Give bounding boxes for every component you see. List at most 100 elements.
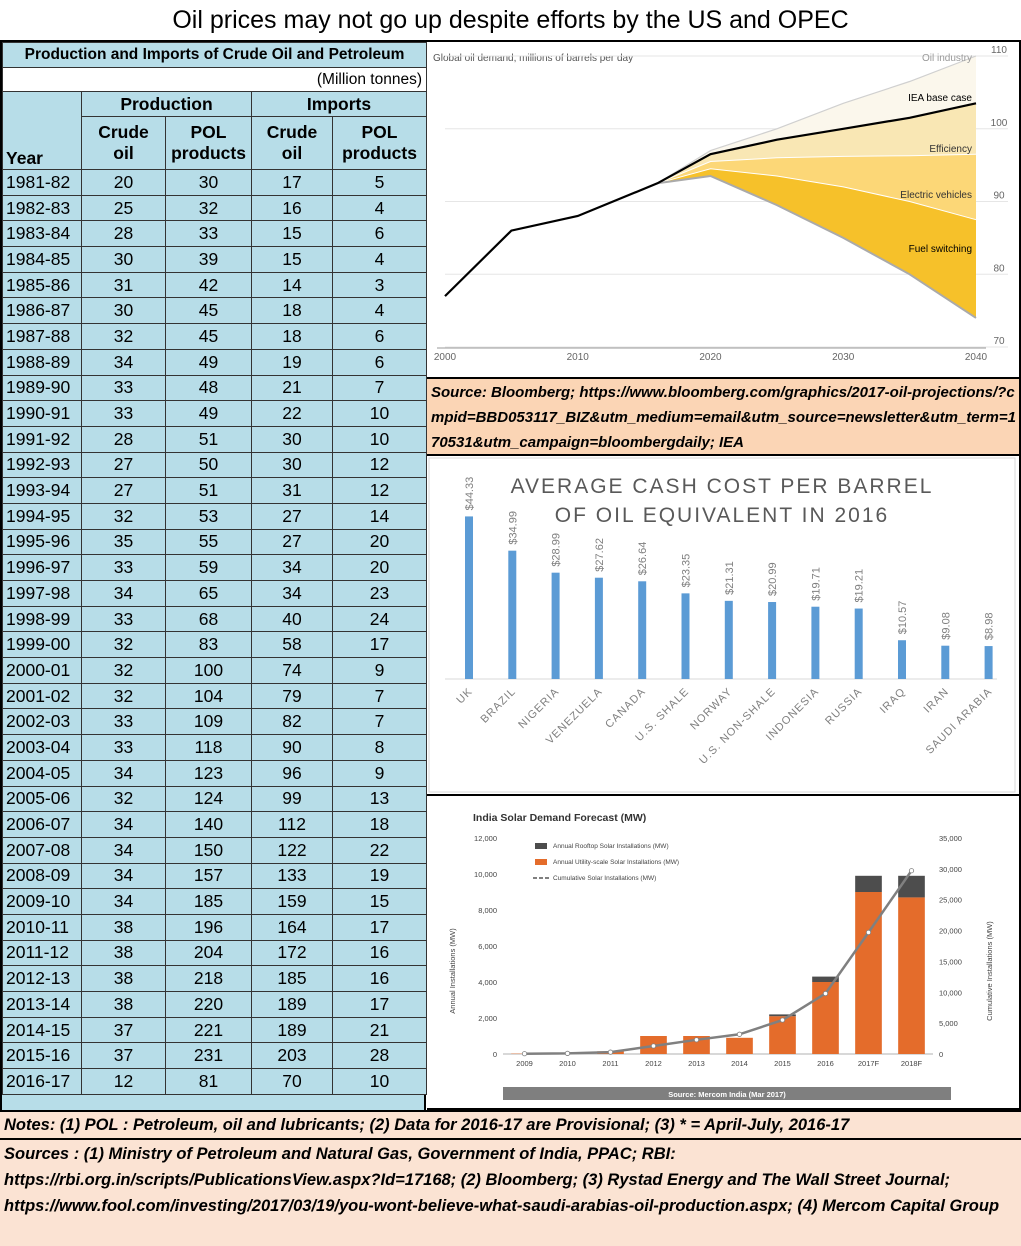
notes: Notes: (1) POL : Petroleum, oil and lubr… — [0, 1110, 1021, 1140]
oil-demand-x-tick: 2030 — [832, 352, 855, 363]
table-row: 1997-98 34 65 34 23 — [2, 580, 427, 607]
india-solar-right-tick: 30,000 — [939, 865, 962, 874]
cumulative-point — [822, 990, 829, 997]
imports-crude-cell: 90 — [251, 734, 333, 761]
cash-cost-bar — [465, 516, 473, 679]
imports-pol-cell: 17 — [332, 913, 427, 941]
imports-crude-cell: 34 — [251, 554, 333, 581]
production-crude-cell: 34 — [81, 836, 166, 864]
production-crude-cell: 37 — [81, 1016, 166, 1044]
cash-cost-value-label: $27.62 — [594, 538, 606, 572]
oil-demand-series-label: Fuel switching — [909, 244, 972, 255]
table-row: 2010-11 38 196 164 17 — [2, 913, 427, 941]
india-solar-legend-swatch — [535, 843, 547, 849]
year-cell: 1986-87 — [2, 297, 82, 325]
production-crude-cell: 32 — [81, 657, 166, 684]
table-row: 1992-93 27 50 30 12 — [2, 451, 427, 479]
year-cell: 1993-94 — [2, 477, 82, 504]
col-production-pol-header: POL products — [165, 116, 252, 170]
india-solar-chart: India Solar Demand Forecast (MW) 0 2,000 4… — [435, 806, 1011, 1106]
year-cell: 1988-89 — [2, 348, 82, 376]
year-cell: 2003-04 — [2, 734, 82, 761]
table-row: 2000-01 32 100 74 9 — [2, 657, 427, 684]
imports-crude-cell: 15 — [251, 220, 333, 248]
imports-crude-cell: 22 — [251, 400, 333, 427]
production-crude-cell: 34 — [81, 811, 166, 838]
india-solar-x-tick: 2017F — [858, 1059, 880, 1068]
india-solar-left-tick: 8,000 — [478, 906, 497, 915]
production-pol-cell: 42 — [165, 271, 252, 299]
imports-crude-cell: 203 — [251, 1042, 333, 1070]
year-cell: 2016-17 — [2, 1068, 82, 1095]
page-title: Oil prices may not go up despite efforts… — [0, 0, 1021, 42]
india-solar-x-tick: 2013 — [688, 1059, 705, 1068]
year-cell: 1989-90 — [2, 374, 82, 402]
cash-cost-chart-title-line1: AVERAGE CASH COST PER BARREL — [511, 475, 934, 498]
cash-cost-value-label: $9.08 — [940, 612, 952, 640]
cumulative-point — [693, 1037, 700, 1043]
india-solar-x-tick: 2009 — [516, 1059, 533, 1068]
year-cell: 1997-98 — [2, 580, 82, 607]
imports-pol-cell: 10 — [332, 1068, 427, 1095]
table-row: 1991-92 28 51 30 10 — [2, 425, 427, 453]
col-production-crude-header: Crude oil — [81, 116, 166, 170]
oil-industry-line — [657, 55, 977, 184]
cash-cost-value-label: $19.21 — [854, 569, 866, 603]
cash-cost-bar — [811, 606, 820, 679]
table-row: 1999-00 32 83 58 17 — [2, 631, 427, 659]
imports-crude-cell: 189 — [251, 991, 333, 1018]
year-cell: 2006-07 — [2, 811, 82, 838]
production-crude-cell: 38 — [81, 939, 166, 967]
production-pol-cell: 220 — [165, 991, 252, 1018]
imports-crude-cell: 15 — [251, 246, 333, 273]
imports-crude-cell: 70 — [251, 1068, 333, 1095]
production-pol-cell: 50 — [165, 451, 252, 479]
table-row: 1984-85 30 39 15 4 — [2, 246, 427, 273]
col-year-header: Year — [2, 91, 82, 170]
cash-cost-value-label: $10.57 — [897, 601, 909, 635]
table-row: 2009-10 34 185 159 15 — [2, 888, 427, 915]
imports-crude-cell: 40 — [251, 605, 333, 633]
oil-demand-chart-title: Global oil demand, millions of barrels p… — [433, 53, 633, 64]
imports-crude-cell: 172 — [251, 939, 333, 967]
year-cell: 2007-08 — [2, 836, 82, 864]
imports-crude-cell: 18 — [251, 297, 333, 325]
oil-table-panel: Production and Imports of Crude Oil and … — [2, 42, 427, 1110]
year-cell: 2005-06 — [2, 785, 82, 813]
india-solar-footer-bar — [503, 1087, 951, 1100]
table-row: 1981-82 20 30 17 5 — [2, 169, 427, 196]
utility-scale-bar — [855, 892, 882, 1054]
imports-crude-cell: 133 — [251, 862, 333, 890]
production-crude-cell: 34 — [81, 580, 166, 607]
india-solar-right-tick: 15,000 — [939, 957, 962, 966]
india-solar-x-tick: 2015 — [774, 1059, 791, 1068]
year-cell: 1982-83 — [2, 194, 82, 222]
year-cell: 2012-13 — [2, 965, 82, 992]
production-crude-cell: 28 — [81, 425, 166, 453]
production-pol-cell: 150 — [165, 836, 252, 864]
table-row: 2012-13 38 218 185 16 — [2, 965, 427, 992]
production-pol-cell: 59 — [165, 554, 252, 581]
imports-pol-cell: 7 — [332, 682, 427, 710]
imports-crude-cell: 30 — [251, 425, 333, 453]
imports-pol-cell: 22 — [332, 836, 427, 864]
production-crude-cell: 34 — [81, 862, 166, 890]
oil-demand-series-label: Oil industry — [922, 53, 972, 64]
production-pol-cell: 124 — [165, 785, 252, 813]
production-pol-cell: 39 — [165, 246, 252, 273]
imports-crude-cell: 122 — [251, 836, 333, 864]
imports-crude-cell: 112 — [251, 811, 333, 838]
cash-cost-bar — [898, 640, 906, 679]
imports-pol-cell: 9 — [332, 657, 427, 684]
cash-cost-value-label: $8.98 — [984, 613, 996, 641]
bloomberg-source-note: Source: Bloomberg; https://www.bloomberg… — [427, 379, 1019, 456]
production-pol-cell: 45 — [165, 297, 252, 325]
imports-pol-cell: 9 — [332, 759, 427, 787]
cumulative-point — [521, 1051, 528, 1057]
imports-pol-cell: 5 — [332, 169, 427, 196]
imports-group-header: Imports — [251, 91, 427, 117]
imports-crude-cell: 34 — [251, 580, 333, 607]
table-row: 2014-15 37 221 189 21 — [2, 1016, 427, 1044]
imports-crude-cell: 164 — [251, 913, 333, 941]
cash-cost-value-label: $20.99 — [767, 562, 779, 596]
